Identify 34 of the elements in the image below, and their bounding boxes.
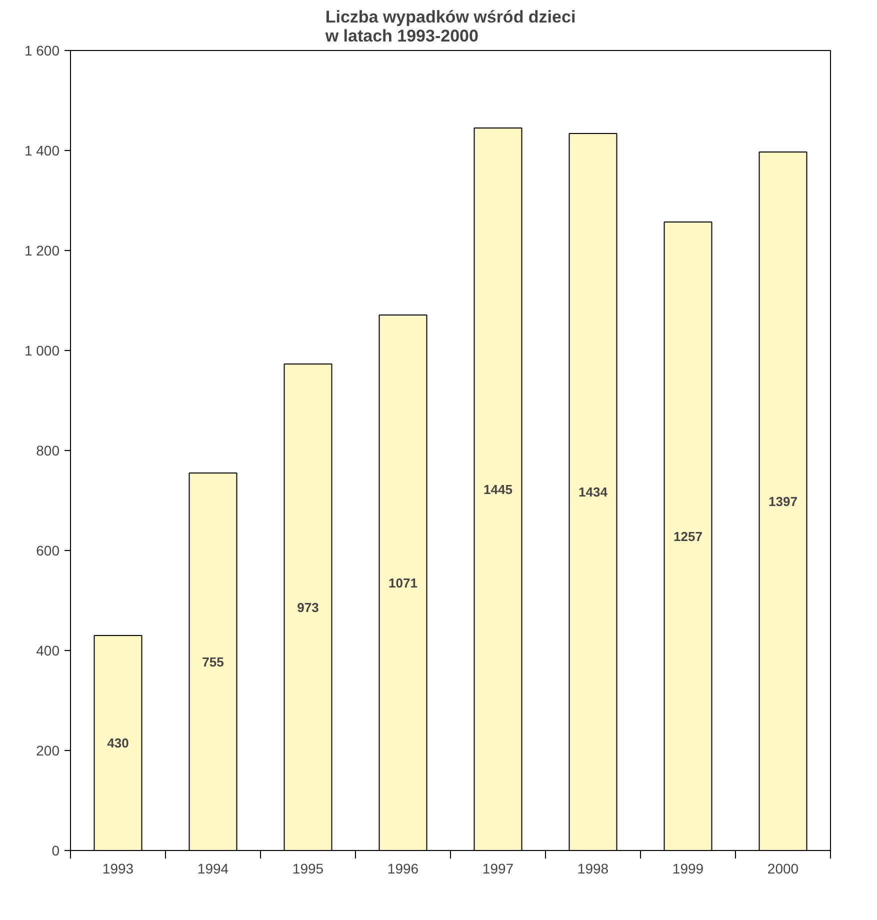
x-tick-label: 1994 [197,860,229,876]
y-tick-label: 400 [36,642,60,658]
x-tick-label: 1995 [292,860,324,876]
y-tick-label: 0 [52,842,60,858]
bar [758,152,808,850]
data-label: 973 [297,600,319,615]
chart-title: Liczba wypadków wśród dzieci w latach 1993-2000 [324,8,576,46]
y-tick-label: 1 000 [24,342,60,358]
y-tick-label: 800 [36,442,60,458]
y-tick-label: 1 200 [24,242,60,258]
y-tick-label: 200 [36,742,60,758]
bar [94,635,142,850]
x-tick-label: 1997 [482,860,514,876]
x-tick-label: 1998 [577,860,609,876]
x-tick-label: 1993 [102,860,134,876]
y-tick-label: 600 [36,542,60,558]
data-label: 1445 [484,482,512,497]
x-tick-label: 1999 [672,860,704,876]
bar [568,133,618,850]
y-tick-label: 1 400 [24,142,60,158]
x-tick-label: 1996 [387,860,419,876]
data-label: 1257 [674,528,702,544]
bar [664,222,712,850]
data-label: 1071 [388,575,418,590]
bar [378,314,428,850]
x-tick-label: 2000 [767,860,799,876]
data-label: 1397 [768,494,798,509]
data-label: 755 [202,654,224,670]
bar [284,364,332,850]
data-label: 1434 [578,484,608,500]
y-tick-label: 1 600 [24,42,60,58]
data-label: 430 [107,736,129,750]
bar [474,128,522,850]
bar [188,472,238,850]
